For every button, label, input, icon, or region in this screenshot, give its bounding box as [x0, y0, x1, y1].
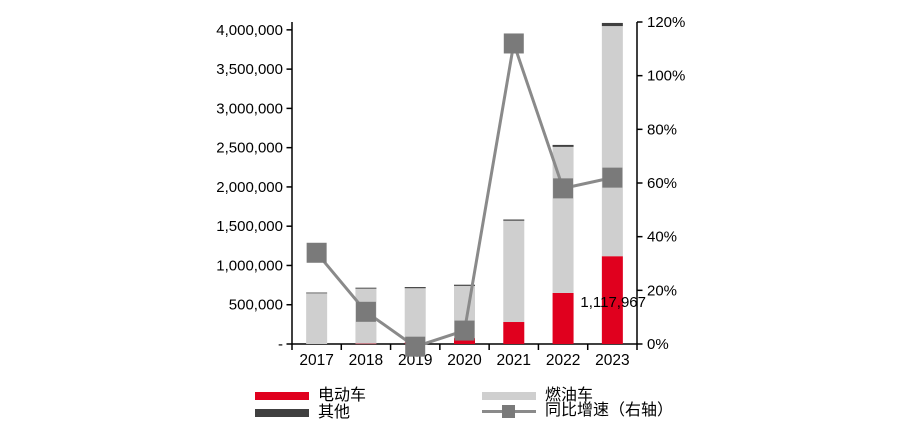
line-marker-2023[interactable] — [602, 167, 623, 188]
line-marker-2020[interactable] — [454, 320, 475, 341]
bar-fuel-2023[interactable] — [601, 26, 623, 257]
legend-swatch-ev — [255, 392, 309, 400]
left-axis-tick-label: 4,000,000 — [216, 22, 283, 39]
legend-label-other: 其他 — [318, 404, 351, 421]
bar-fuel-2021[interactable] — [503, 220, 525, 323]
bar-other-2020[interactable] — [454, 284, 475, 286]
bar-other-2019[interactable] — [404, 287, 426, 289]
bar-fuel-2017[interactable] — [306, 293, 328, 344]
x-axis-label-2020: 2020 — [447, 352, 482, 369]
legend-item-ev[interactable]: 电动车 — [255, 387, 367, 404]
legend-swatch-yoy-line — [482, 404, 536, 418]
bar-fuel-2019[interactable] — [404, 288, 426, 343]
left-axis-tick-label: 500,000 — [229, 297, 283, 314]
line-marker-2022[interactable] — [553, 178, 574, 199]
right-axis-tick-label: 120% — [647, 14, 685, 31]
right-axis-tick-label: 60% — [647, 175, 677, 192]
left-axis-tick-label: 3,500,000 — [216, 61, 283, 78]
legend-swatch-other — [255, 409, 309, 417]
x-axis-label-2021: 2021 — [497, 352, 531, 369]
legend-label-ev: 电动车 — [318, 387, 367, 404]
legend-item-fuel[interactable]: 燃油车 — [482, 387, 594, 404]
left-axis-tick-label: 1,500,000 — [216, 218, 283, 235]
left-axis-tick-label: 1,000,000 — [216, 257, 283, 274]
left-axis-tick-label: 2,000,000 — [216, 179, 283, 196]
legend-item-other[interactable]: 其他 — [255, 404, 351, 421]
line-marker-2018[interactable] — [355, 301, 376, 322]
line-marker-2017[interactable] — [306, 242, 327, 263]
line-marker-2021[interactable] — [503, 33, 524, 54]
x-axis-label-2018: 2018 — [349, 352, 383, 369]
right-axis-tick-label: 20% — [647, 282, 677, 299]
bar-ev-2020[interactable] — [454, 338, 475, 344]
line-marker-2019[interactable] — [405, 336, 426, 357]
legend-swatch-fuel — [482, 392, 536, 400]
x-axis-label-2023: 2023 — [595, 352, 629, 369]
bar-other-2023[interactable] — [601, 22, 623, 27]
x-axis-label-2022: 2022 — [546, 352, 580, 369]
legend-label-fuel: 燃油车 — [545, 387, 594, 404]
data-label-ev-2023: 1,117,967 — [580, 294, 646, 311]
bar-other-2018[interactable] — [355, 287, 377, 289]
left-axis-tick-label: - — [278, 336, 283, 353]
bar-other-2022[interactable] — [552, 144, 574, 147]
right-axis-tick-label: 100% — [647, 68, 685, 85]
right-axis-tick-label: 40% — [647, 229, 677, 246]
bar-ev-2023[interactable] — [601, 256, 623, 344]
bar-ev-2022[interactable] — [552, 292, 574, 344]
left-axis-tick-label: 3,000,000 — [216, 100, 283, 117]
bar-other-2021[interactable] — [503, 219, 525, 221]
legend-yoy-marker-icon — [502, 404, 515, 418]
bar-ev-2021[interactable] — [503, 322, 525, 344]
legend-item-yoy[interactable]: 同比增速（右轴） — [482, 402, 674, 419]
bar-other-2017[interactable] — [306, 292, 328, 294]
left-axis-tick-label: 2,500,000 — [216, 140, 283, 157]
legend-label-yoy: 同比增速（右轴） — [545, 402, 674, 419]
right-axis-tick-label: 0% — [647, 336, 669, 353]
bar-ev-2018[interactable] — [355, 343, 377, 345]
right-axis-tick-label: 80% — [647, 121, 677, 138]
x-axis-label-2017: 2017 — [299, 352, 333, 369]
